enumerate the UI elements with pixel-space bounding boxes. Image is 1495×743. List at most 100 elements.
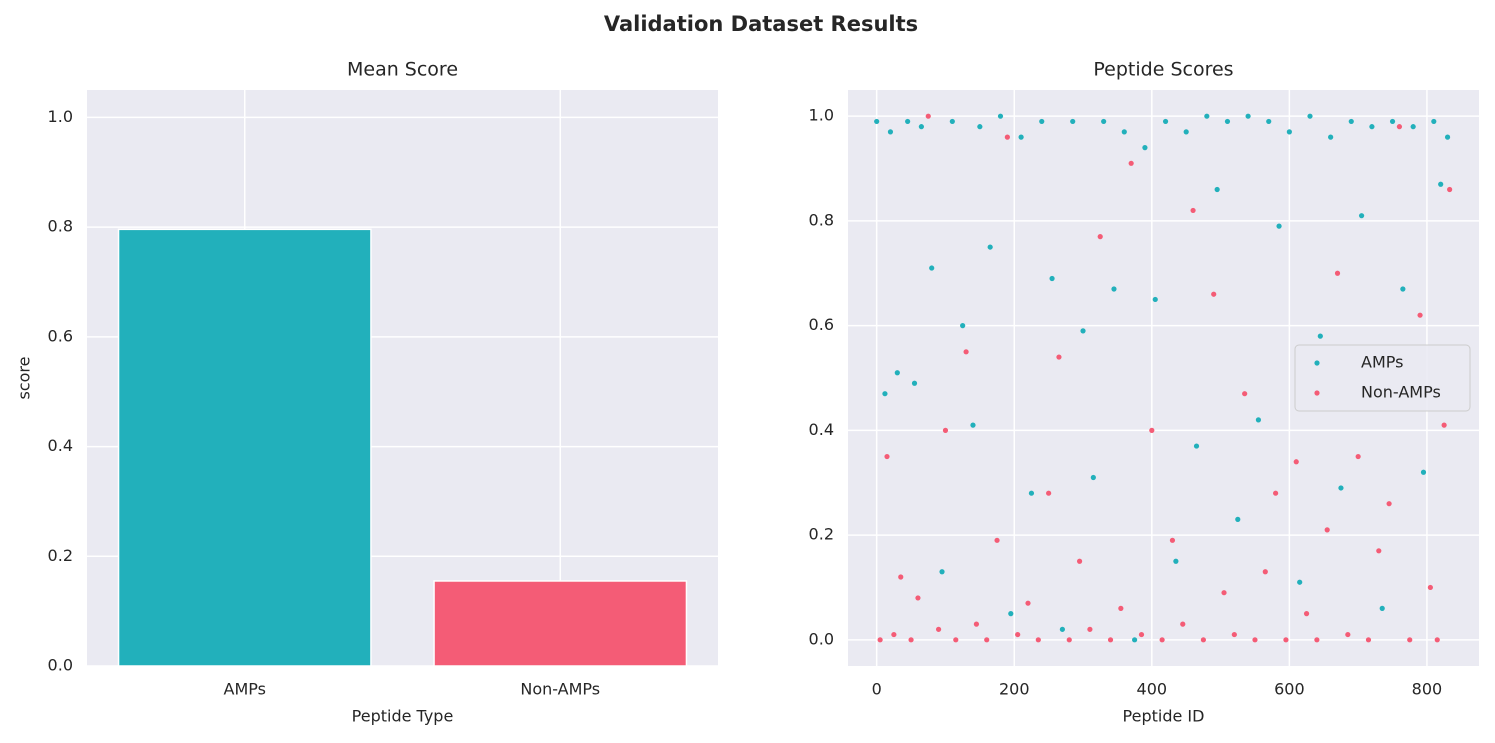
- scatter-point: [1070, 118, 1076, 125]
- scatter-point: [1015, 631, 1021, 638]
- scatter-point: [1431, 118, 1437, 125]
- scatter-point: [915, 595, 921, 601]
- scatter-point: [1039, 118, 1045, 125]
- y-tick-label: 1.0: [809, 106, 834, 125]
- scatter-point: [1162, 118, 1169, 125]
- scatter-point: [1276, 223, 1282, 229]
- scatter-point: [905, 118, 911, 125]
- scatter-point: [1314, 637, 1320, 643]
- scatter-point: [887, 129, 894, 135]
- scatter-point: [1190, 207, 1196, 214]
- scatter-point: [1004, 134, 1010, 140]
- y-tick-label: 0.0: [809, 629, 834, 648]
- scatter-point: [1056, 354, 1062, 360]
- scatter-point: [1283, 637, 1289, 643]
- x-tick-label: AMPs: [224, 680, 266, 699]
- scatter-point: [1358, 213, 1365, 219]
- scatter-point: [1076, 558, 1083, 564]
- scatter-point: [1324, 527, 1330, 533]
- scatter-point: [1262, 569, 1268, 575]
- scatter-point: [1028, 490, 1035, 496]
- scatter-point: [1214, 186, 1220, 193]
- y-tick-label: 0.4: [48, 436, 73, 455]
- scatter-point: [1338, 485, 1344, 491]
- scatter-point: [935, 626, 942, 632]
- scatter-point: [960, 323, 966, 329]
- scatter-point: [1369, 124, 1375, 130]
- scatter-point: [963, 349, 969, 355]
- scatter-point: [1059, 626, 1065, 632]
- scatter-point: [1200, 637, 1206, 643]
- scatter-point: [1193, 443, 1200, 449]
- scatter-point: [1121, 129, 1127, 135]
- scatter-point: [977, 124, 983, 130]
- scatter-point: [984, 637, 990, 643]
- x-axis-label: Peptide ID: [1123, 707, 1205, 726]
- scatter-point: [1427, 584, 1433, 591]
- scatter-point: [1355, 453, 1361, 460]
- scatter-point: [1107, 637, 1114, 643]
- scatter-point: [1128, 160, 1134, 166]
- x-tick-label: 600: [1274, 680, 1305, 699]
- scatter-point: [1138, 631, 1145, 638]
- scatter-point: [1211, 291, 1217, 297]
- scatter-point: [1159, 637, 1165, 643]
- scatter-point: [1400, 286, 1406, 292]
- figure-title: Validation Dataset Results: [604, 12, 918, 36]
- scatter-point: [1379, 605, 1385, 612]
- scatter-point: [1328, 134, 1334, 140]
- scatter-point: [908, 637, 914, 643]
- legend-label: Non-AMPs: [1361, 383, 1441, 402]
- scatter-point: [1008, 611, 1014, 617]
- scatter-point: [1410, 124, 1416, 130]
- y-tick-label: 0.6: [48, 326, 73, 345]
- scatter-point: [1087, 626, 1093, 632]
- scatter-point: [997, 113, 1004, 119]
- x-tick-label: 400: [1137, 680, 1168, 699]
- scatter-point: [1132, 637, 1138, 643]
- y-tick-label: 0.8: [48, 217, 73, 236]
- x-tick-label: Non-AMPs: [520, 680, 600, 699]
- scatter-point: [1235, 516, 1241, 522]
- scatter-point: [1334, 270, 1341, 276]
- scatter-point: [1204, 113, 1210, 119]
- scatter-point: [1224, 118, 1231, 125]
- scatter-point: [1183, 129, 1189, 135]
- scatter-point: [1097, 234, 1103, 240]
- y-tick-label: 0.8: [809, 210, 834, 229]
- scatter-point: [929, 265, 935, 271]
- y-tick-label: 0.0: [48, 656, 73, 675]
- scatter-point: [1407, 637, 1413, 643]
- x-tick-label: 200: [999, 680, 1030, 699]
- axes-title: Mean Score: [347, 59, 458, 81]
- y-tick-label: 0.2: [48, 546, 73, 565]
- scatter-point: [1417, 312, 1423, 318]
- scatter-point: [1101, 118, 1107, 125]
- scatter-point: [1035, 637, 1041, 643]
- scatter-point: [1066, 637, 1072, 643]
- scatter-point: [1245, 113, 1251, 119]
- scatter-point: [1090, 474, 1096, 481]
- bar: [117, 228, 372, 667]
- scatter-point: [877, 637, 883, 643]
- scatter-point: [1049, 275, 1055, 282]
- scatter-point: [1025, 600, 1031, 606]
- scatter-point: [939, 569, 945, 575]
- scatter-point: [1169, 537, 1176, 543]
- scatter-point: [911, 380, 918, 386]
- scatter-point: [918, 124, 924, 130]
- scatter-point: [1293, 459, 1299, 465]
- scatter-point: [1273, 490, 1279, 496]
- scatter-point: [1434, 637, 1440, 643]
- scatter-point: [949, 118, 955, 125]
- y-tick-label: 0.4: [809, 420, 834, 439]
- scatter-point: [1303, 611, 1310, 617]
- legend-marker: [1314, 390, 1320, 396]
- scatter-point: [1080, 328, 1086, 334]
- scatter-point: [1242, 391, 1248, 397]
- scatter-point: [1444, 134, 1451, 140]
- scatter-point: [874, 118, 880, 125]
- scatter-point: [1420, 469, 1427, 475]
- y-tick-label: 1.0: [48, 107, 73, 126]
